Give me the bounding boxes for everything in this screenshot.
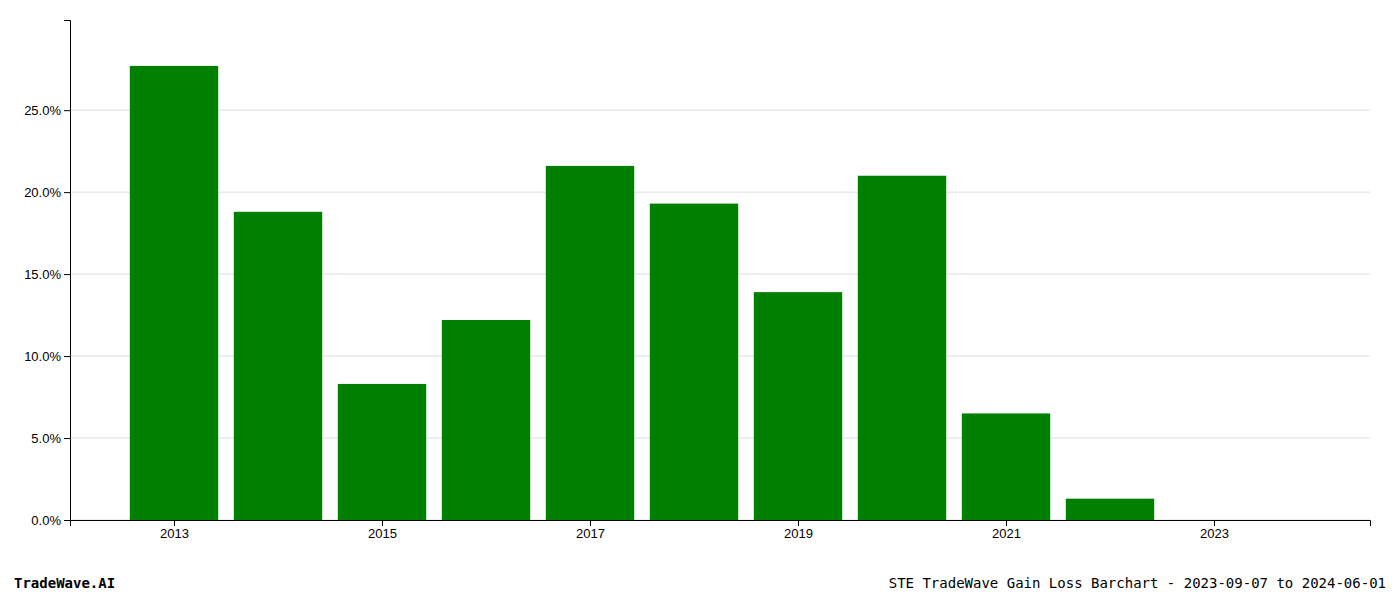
y-tick-mark: [64, 520, 70, 521]
x-tick: 2019: [784, 520, 813, 541]
y-tick-label: 0.0%: [31, 513, 61, 528]
x-tick-label: 2023: [1200, 526, 1229, 541]
x-tick: 2015: [368, 520, 397, 541]
y-tick-mark: [64, 192, 70, 193]
x-axis: 2013 2015 2017 2019 2021 2023: [71, 520, 1371, 541]
chart: 2013 2015 2017 2019 2021 2023 0.0% 5.0% 10.0% 15.…: [0, 0, 1400, 600]
bar: [650, 204, 738, 520]
y-tick-label: 15.0%: [24, 267, 61, 282]
x-tick-label: 2021: [992, 526, 1021, 541]
y-tick-label: 10.0%: [24, 349, 61, 364]
grid: [70, 110, 1370, 520]
y-tick: 20.0%: [24, 185, 70, 200]
bar: [130, 66, 218, 520]
y-axis-line: [64, 21, 71, 521]
bar: [858, 176, 946, 520]
plot: 2013 2015 2017 2019 2021 2023 0.0% 5.0% 10.0% 15.…: [24, 21, 1370, 542]
y-tick: 25.0%: [24, 103, 70, 118]
x-tick-mark: [1006, 520, 1007, 526]
y-tick: 10.0%: [24, 349, 70, 364]
bar: [546, 166, 634, 520]
y-tick: 0.0%: [31, 513, 70, 528]
x-tick-mark: [798, 520, 799, 526]
x-tick-mark: [1214, 520, 1215, 526]
y-tick: 15.0%: [24, 267, 70, 282]
y-tick-mark: [64, 356, 70, 357]
footer-text: STE TradeWave Gain Loss Barchart - 2023-…: [889, 575, 1386, 591]
footer-text: TradeWave.AI: [14, 575, 115, 591]
y-tick-label: 5.0%: [31, 431, 61, 446]
x-tick: 2023: [1200, 520, 1229, 541]
x-tick-label: 2015: [368, 526, 397, 541]
y-tick-label: 20.0%: [24, 185, 61, 200]
x-tick: 2017: [576, 520, 605, 541]
y-tick-label: 25.0%: [24, 103, 61, 118]
y-tick: 5.0%: [31, 431, 70, 446]
bar: [338, 384, 426, 520]
y-tick-mark: [64, 274, 70, 275]
y-axis: 0.0% 5.0% 10.0% 15.0% 20.0% 25.0%: [24, 21, 70, 528]
y-tick-mark: [64, 438, 70, 439]
bars: [130, 66, 1154, 520]
x-tick-mark: [590, 520, 591, 526]
bar: [234, 212, 322, 520]
y-tick-mark: [64, 110, 70, 111]
x-axis-line: [71, 521, 1371, 527]
bar: [962, 413, 1050, 520]
bar: [442, 320, 530, 520]
x-tick: 2021: [992, 520, 1021, 541]
bar: [1066, 499, 1154, 520]
x-tick-label: 2019: [784, 526, 813, 541]
x-tick-label: 2013: [160, 526, 189, 541]
x-tick-mark: [382, 520, 383, 526]
bar: [754, 292, 842, 520]
x-tick: 2013: [160, 520, 189, 541]
x-tick-mark: [174, 520, 175, 526]
grid-line: [70, 110, 1370, 111]
x-tick-label: 2017: [576, 526, 605, 541]
grid-line: [70, 192, 1370, 193]
